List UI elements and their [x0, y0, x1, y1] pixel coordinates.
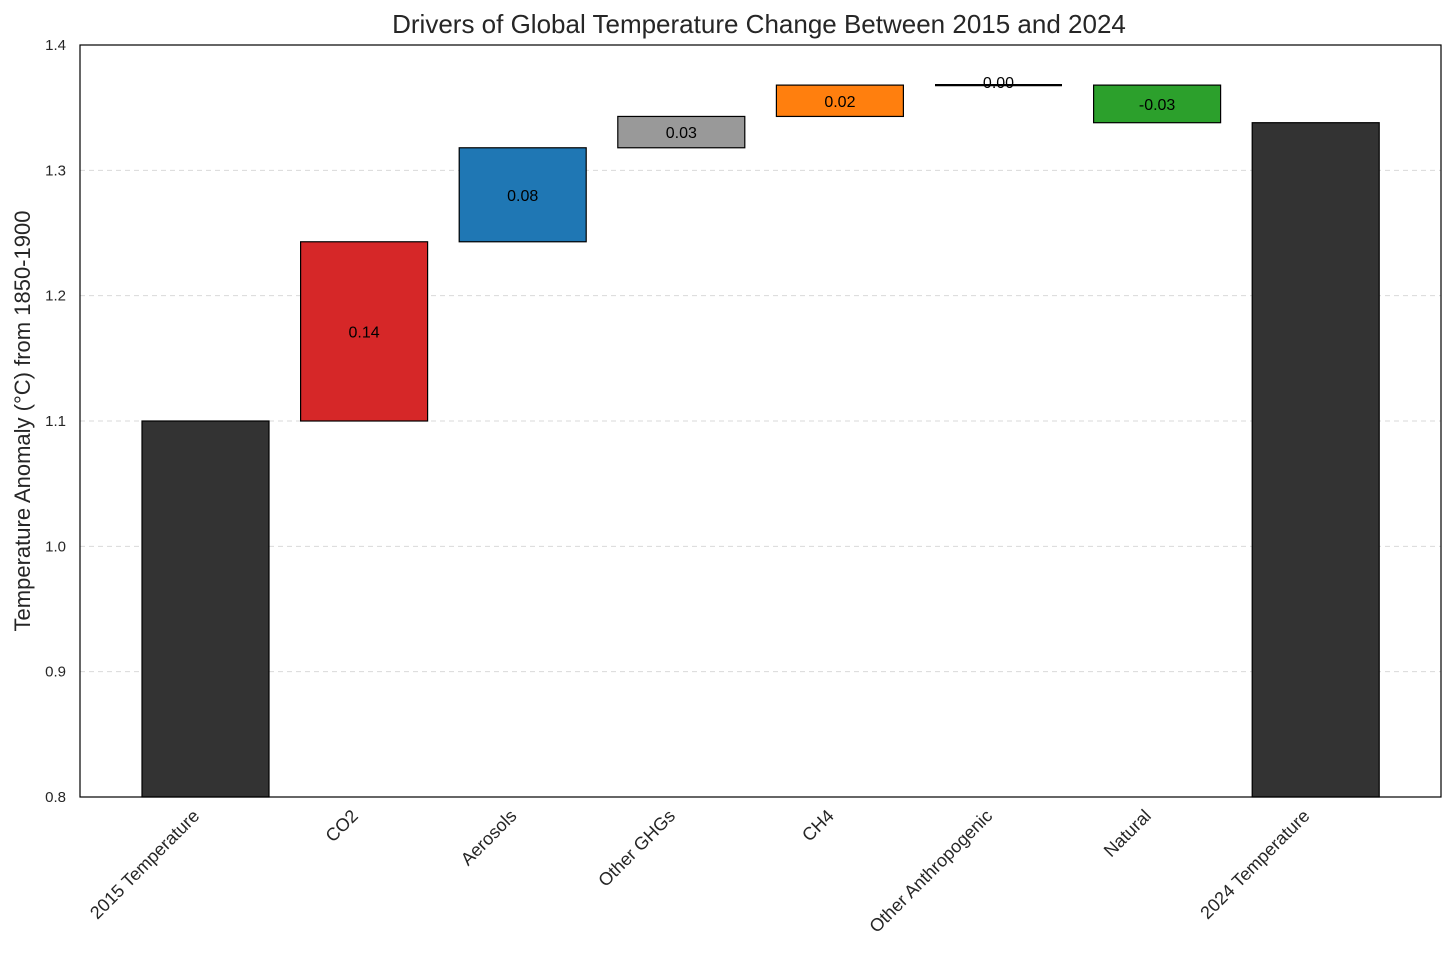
bar — [1092, 84, 1222, 124]
y-tick-label: 0.8 — [45, 789, 66, 806]
data-label: 0.00 — [983, 75, 1014, 92]
x-axis-ticks: 2015 Temperature CO2 Aerosols Other GHGs CH4… — [86, 806, 1313, 937]
y-tick-label: 1.4 — [45, 37, 66, 54]
bars — [141, 84, 1380, 798]
bar — [458, 147, 587, 243]
bar — [300, 241, 429, 422]
x-tick-label: CH4 — [798, 806, 838, 846]
y-tick-label: 1.3 — [45, 162, 66, 179]
x-tick-label: 2024 Temperature — [1196, 806, 1313, 923]
x-tick-label: CO2 — [322, 806, 362, 846]
y-axis-ticks: 0.8 0.9 1.0 1.1 1.2 1.3 1.4 — [45, 37, 66, 806]
data-labels: 0.14 0.08 0.03 0.02 0.00 -0.03 — [349, 75, 1176, 341]
y-tick-label: 1.0 — [45, 538, 66, 555]
chart-title: Drivers of Global Temperature Change Bet… — [392, 9, 1126, 39]
bar — [775, 84, 905, 118]
bar — [617, 115, 746, 149]
plot-frame — [79, 44, 1442, 798]
y-tick-label: 1.2 — [45, 288, 66, 305]
data-label: 0.08 — [507, 188, 538, 205]
y-axis-label: Temperature Anomaly (°C) from 1850-1900 — [10, 211, 35, 632]
bar — [141, 420, 270, 798]
y-tick-label: 1.1 — [45, 413, 66, 430]
y-tick-label: 0.9 — [45, 664, 66, 681]
x-tick-label: Natural — [1100, 806, 1155, 861]
x-tick-label: 2015 Temperature — [86, 806, 203, 923]
data-label: -0.03 — [1139, 97, 1176, 114]
data-label: 0.03 — [666, 125, 697, 142]
bar — [1251, 122, 1380, 798]
x-tick-label: Other Anthropogenic — [865, 806, 996, 937]
x-tick-label: Aerosols — [457, 806, 521, 870]
data-label: 0.02 — [824, 94, 855, 111]
grid-lines — [80, 169, 1441, 673]
data-label: 0.14 — [349, 324, 380, 341]
x-tick-label: Other GHGs — [594, 806, 679, 891]
